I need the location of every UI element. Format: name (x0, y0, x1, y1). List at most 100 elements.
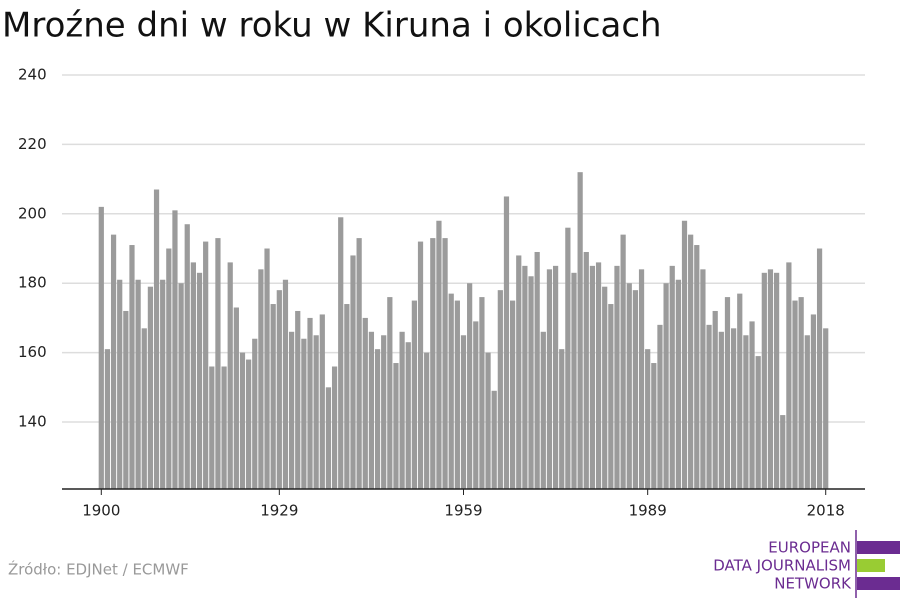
bar (595, 262, 602, 489)
bar (295, 310, 301, 489)
y-tick-label: 200 (18, 204, 47, 222)
bar (731, 328, 737, 489)
bar (571, 272, 577, 489)
bar (424, 352, 430, 489)
bar (252, 338, 258, 489)
x-tick-label: 1989 (629, 502, 667, 520)
bar (497, 290, 503, 489)
bar (688, 234, 694, 489)
bar (166, 248, 172, 489)
bar (319, 314, 325, 489)
bar (626, 283, 632, 489)
x-tick-label: 1900 (82, 502, 120, 520)
logo-text: EUROPEAN (768, 539, 851, 557)
bar (780, 415, 786, 489)
chart-title: Mroźne dni w roku w Kiruna i okolicach (2, 6, 662, 46)
bar (552, 265, 559, 489)
bar (344, 304, 350, 489)
bar (651, 363, 657, 489)
bar (823, 328, 829, 489)
x-tick-label: 1959 (444, 502, 482, 520)
bar (325, 387, 332, 489)
bar (399, 331, 405, 489)
bar (356, 238, 362, 489)
bar (522, 265, 528, 489)
bar (221, 366, 227, 489)
bar (374, 349, 381, 489)
y-tick-label: 180 (18, 274, 47, 292)
bar (270, 304, 276, 489)
bar (184, 224, 190, 489)
bar (620, 234, 626, 489)
bar (510, 300, 516, 489)
bar (786, 262, 792, 489)
bar (430, 238, 436, 489)
y-tick-label: 160 (18, 343, 47, 361)
bar (123, 310, 129, 489)
y-tick-label: 140 (18, 413, 47, 431)
bar (467, 283, 473, 489)
logo-text: NETWORK (774, 575, 852, 593)
bar (761, 272, 767, 489)
bar (233, 307, 239, 489)
bar (700, 269, 706, 489)
bar (411, 300, 417, 489)
bar (798, 297, 804, 489)
bar (546, 269, 553, 489)
bar (264, 248, 270, 489)
bar (153, 189, 160, 490)
bar (417, 241, 424, 489)
bar (393, 363, 399, 489)
bar (583, 251, 589, 489)
bar (307, 317, 313, 489)
bar (491, 390, 497, 489)
y-tick-label: 220 (18, 135, 47, 153)
logo-text: DATA JOURNALISM (713, 557, 851, 575)
bar (577, 172, 583, 489)
bar (98, 206, 104, 489)
bar (614, 265, 620, 489)
bar (706, 324, 712, 489)
logo-bar (857, 541, 900, 554)
bar (381, 335, 387, 489)
bar (135, 279, 141, 489)
bar (460, 335, 467, 489)
bar (104, 349, 111, 489)
bar (387, 297, 393, 489)
x-tick-label: 2018 (807, 502, 845, 520)
bar (203, 241, 209, 489)
bar (602, 286, 608, 489)
bar (559, 349, 565, 489)
bar (110, 234, 117, 489)
bar (331, 366, 338, 489)
bar (773, 272, 780, 489)
bar (288, 331, 295, 489)
bar (178, 283, 184, 489)
x-tick-label: 1929 (260, 502, 298, 520)
bar (190, 262, 196, 489)
logo-bar (857, 577, 900, 590)
bar (712, 310, 718, 489)
bar (669, 265, 675, 489)
bar (534, 251, 540, 489)
source: Źródło: EDJNet / ECMWF (8, 560, 189, 579)
bar (246, 359, 252, 489)
bar (239, 352, 246, 489)
bar (454, 300, 460, 489)
bar (528, 276, 534, 489)
bar (473, 321, 479, 489)
bar (350, 255, 356, 489)
bar (196, 272, 203, 489)
bar (141, 328, 147, 489)
logo-bar (857, 559, 885, 572)
bar (804, 335, 810, 489)
bar (675, 279, 681, 489)
bar (737, 293, 743, 489)
bar (632, 290, 639, 489)
bar (362, 317, 368, 489)
bar (301, 338, 307, 489)
bar (718, 331, 724, 489)
bar (215, 238, 221, 489)
bar (485, 352, 491, 489)
bar (276, 290, 282, 489)
